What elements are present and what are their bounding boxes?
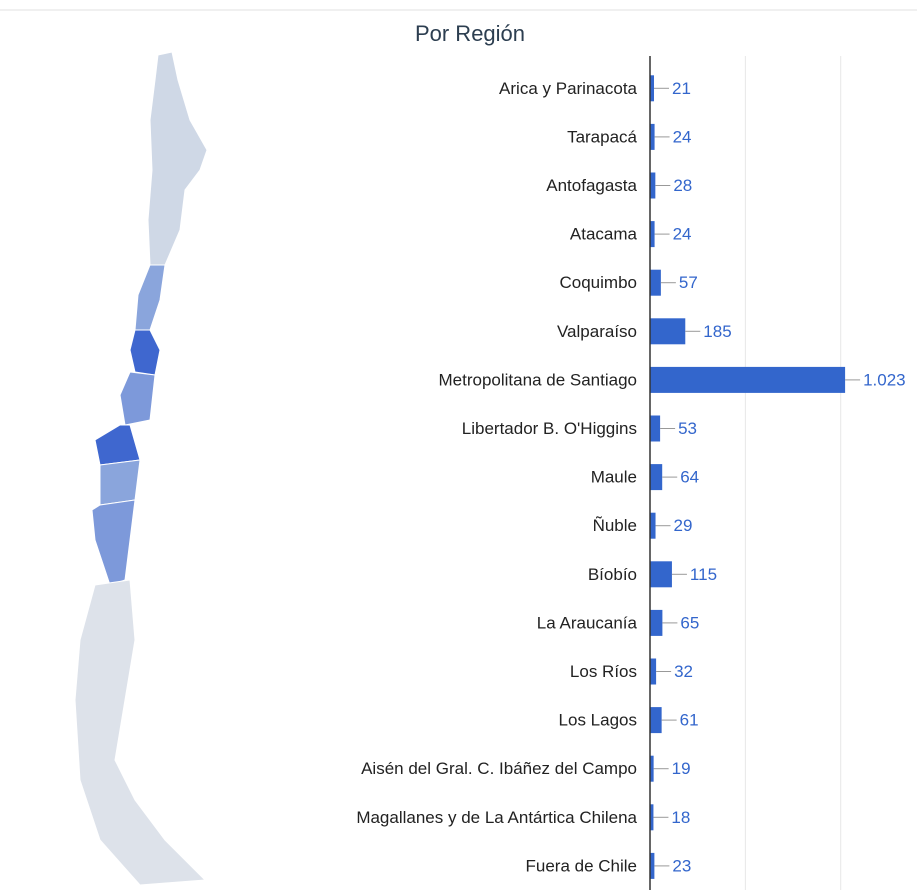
value-label: 29	[674, 516, 693, 535]
bar	[650, 123, 655, 150]
category-label: Tarapacá	[567, 127, 637, 146]
bar	[650, 366, 846, 393]
category-label: Magallanes y de La Antártica Chilena	[356, 808, 637, 827]
bar	[650, 75, 655, 102]
category-label: Maule	[591, 468, 637, 487]
bar	[650, 852, 655, 879]
value-label: 1.023	[863, 370, 906, 389]
category-label: Los Lagos	[559, 711, 637, 730]
value-label: 64	[680, 468, 699, 487]
bar	[650, 755, 654, 782]
category-label: Fuera de Chile	[525, 856, 637, 875]
bar	[650, 269, 661, 296]
bar	[650, 415, 661, 442]
category-label: Libertador B. O'Higgins	[462, 419, 637, 438]
value-label: 57	[679, 273, 698, 292]
value-label: 23	[672, 856, 691, 875]
value-label: 18	[671, 808, 690, 827]
category-label: Atacama	[570, 225, 638, 244]
chart-title: Por Región	[415, 21, 525, 46]
value-label: 115	[690, 565, 717, 584]
bar	[650, 658, 657, 685]
bar	[650, 464, 663, 491]
bar	[650, 561, 672, 588]
category-label: Arica y Parinacota	[499, 79, 637, 98]
bar	[650, 221, 655, 248]
value-label: 21	[672, 79, 691, 98]
category-label: Metropolitana de Santiago	[439, 370, 637, 389]
bar	[650, 707, 662, 734]
category-label: Valparaíso	[557, 322, 637, 341]
value-label: 28	[673, 176, 692, 195]
value-label: 32	[674, 662, 693, 681]
category-label: La Araucanía	[537, 613, 638, 632]
bar	[650, 318, 686, 345]
bar	[650, 804, 654, 831]
value-label: 61	[680, 711, 699, 730]
bar	[650, 512, 656, 539]
map	[74, 51, 208, 886]
bar	[650, 172, 656, 199]
category-label: Los Ríos	[570, 662, 637, 681]
category-label: Bíobío	[588, 565, 637, 584]
value-label: 19	[672, 759, 691, 778]
category-label: Ñuble	[593, 516, 637, 535]
category-label: Coquimbo	[560, 273, 638, 292]
value-label: 53	[678, 419, 697, 438]
value-label: 24	[673, 127, 692, 146]
value-label: 24	[673, 225, 692, 244]
category-label: Aisén del Gral. C. Ibáñez del Campo	[361, 759, 637, 778]
value-label: 185	[703, 322, 731, 341]
category-label: Antofagasta	[546, 176, 637, 195]
bar	[650, 609, 663, 636]
value-label: 65	[680, 613, 699, 632]
